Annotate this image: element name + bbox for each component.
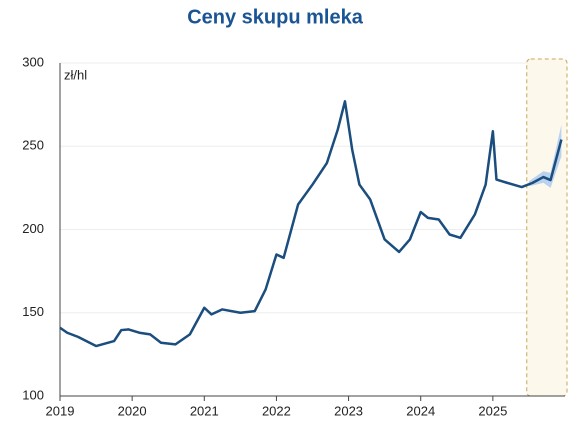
y-tick-label: 250 — [22, 138, 44, 153]
y-tick-label: 150 — [22, 304, 44, 319]
x-tick-label: 2020 — [118, 403, 147, 418]
x-tick-label: 2019 — [46, 403, 75, 418]
y-tick-label: 100 — [22, 387, 44, 402]
x-tick-label: 2022 — [262, 403, 291, 418]
x-tick-label: 2023 — [334, 403, 363, 418]
price-line — [59, 100, 563, 348]
x-tick-label: 2025 — [478, 403, 507, 418]
y-tick-label: 200 — [22, 221, 44, 236]
forecast-region — [526, 58, 568, 397]
x-tick-label: 2024 — [406, 403, 435, 418]
x-tick-label: 2021 — [190, 403, 219, 418]
y-axis-label: zł/hl — [64, 67, 87, 82]
chart-title: Ceny skupu mleka — [187, 6, 364, 28]
y-tick-label: 300 — [22, 54, 44, 69]
